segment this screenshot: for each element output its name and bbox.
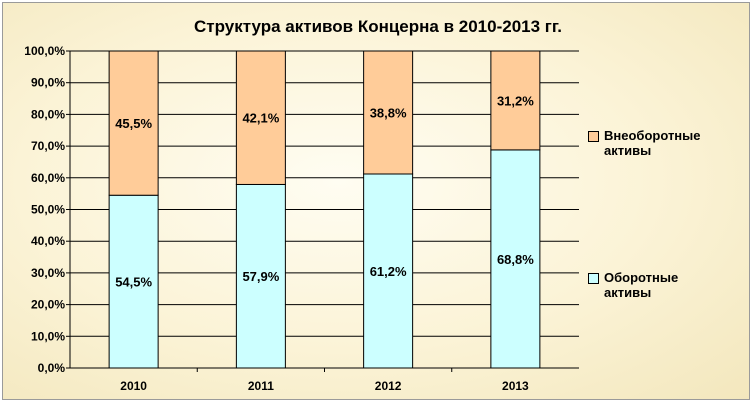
data-label: 31,2% bbox=[497, 93, 534, 108]
data-label: 61,2% bbox=[370, 264, 407, 279]
bar-segment bbox=[108, 194, 159, 369]
y-tick-label: 10,0% bbox=[31, 329, 65, 343]
data-label: 38,8% bbox=[370, 105, 407, 120]
bar-segment bbox=[108, 50, 159, 196]
data-label: 45,5% bbox=[115, 116, 152, 131]
data-label: 57,9% bbox=[242, 269, 279, 284]
legend-item-noncurrent-assets: Внеоборотные активы bbox=[588, 128, 748, 158]
y-tick-label: 90,0% bbox=[31, 76, 65, 90]
chart-title: Структура активов Концерна в 2010-2013 г… bbox=[194, 17, 562, 36]
bar-segment bbox=[490, 50, 541, 151]
legend-label-current-assets: Оборотные активы bbox=[604, 270, 679, 300]
x-tick-label: 2012 bbox=[375, 379, 402, 393]
x-tick-label: 2010 bbox=[120, 379, 147, 393]
bar-segment bbox=[235, 183, 286, 369]
y-tick-label: 70,0% bbox=[31, 139, 65, 153]
chart-frame: Структура активов Концерна в 2010-2013 г… bbox=[2, 2, 750, 400]
y-tick-label: 60,0% bbox=[31, 171, 65, 185]
bar-segment bbox=[490, 149, 541, 369]
bar-segment bbox=[363, 173, 414, 369]
legend-swatch-noncurrent-assets bbox=[588, 131, 599, 142]
y-tick-label: 100,0% bbox=[24, 44, 65, 58]
y-tick-label: 20,0% bbox=[31, 298, 65, 312]
legend-label-noncurrent-assets: Внеоборотные активы bbox=[604, 128, 701, 158]
y-tick-label: 40,0% bbox=[31, 234, 65, 248]
bar-segment bbox=[235, 50, 286, 185]
x-tick-label: 2013 bbox=[502, 379, 529, 393]
bar-segment bbox=[363, 50, 414, 175]
y-tick-label: 30,0% bbox=[31, 266, 65, 280]
y-tick-label: 80,0% bbox=[31, 107, 65, 121]
y-tick-label: 0,0% bbox=[38, 361, 66, 375]
chart-plot: 0,0% 10,0% 20,0% 30,0% 40,0% 50,0% 60,0% 70,0% 8… bbox=[24, 44, 579, 393]
legend-item-current-assets: Оборотные активы bbox=[588, 270, 748, 300]
data-label: 42,1% bbox=[242, 111, 279, 126]
data-label: 54,5% bbox=[115, 275, 152, 290]
data-label: 68,8% bbox=[497, 252, 534, 267]
y-tick-label: 50,0% bbox=[31, 203, 65, 217]
x-tick-label: 2011 bbox=[248, 379, 274, 393]
legend-swatch-current-assets bbox=[588, 273, 599, 284]
